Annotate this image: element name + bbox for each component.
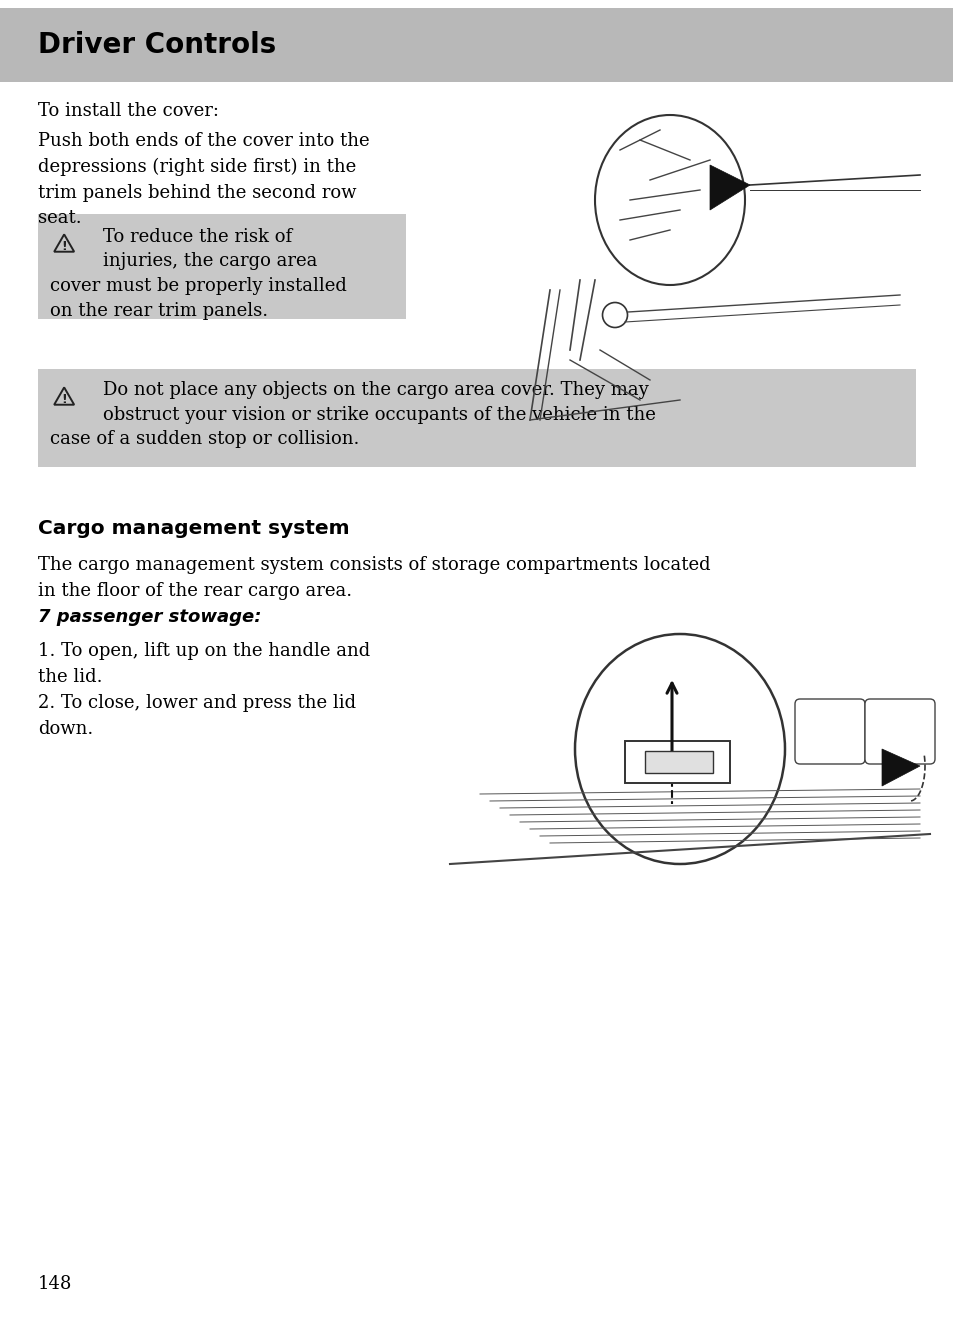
FancyBboxPatch shape bbox=[864, 699, 934, 764]
Text: cover must be properly installed: cover must be properly installed bbox=[51, 277, 347, 295]
Bar bbox=[38, 214, 406, 319]
Text: 7 passenger stowage:: 7 passenger stowage: bbox=[38, 608, 261, 626]
FancyBboxPatch shape bbox=[794, 699, 864, 764]
Text: 2. To close, lower and press the lid
down.: 2. To close, lower and press the lid dow… bbox=[38, 695, 355, 738]
Text: !: ! bbox=[61, 393, 67, 406]
Text: To reduce the risk of: To reduce the risk of bbox=[103, 228, 292, 246]
Text: case of a sudden stop or collision.: case of a sudden stop or collision. bbox=[51, 430, 359, 448]
Text: Driver Controls: Driver Controls bbox=[38, 32, 276, 59]
Text: injuries, the cargo area: injuries, the cargo area bbox=[103, 253, 317, 270]
Text: !: ! bbox=[61, 240, 67, 253]
Text: To install the cover:: To install the cover: bbox=[38, 101, 219, 120]
Bar bbox=[38, 369, 915, 467]
Text: Cargo management system: Cargo management system bbox=[38, 519, 350, 538]
Bar bbox=[0, 8, 953, 82]
Text: Push both ends of the cover into the
depressions (right side first) in the
trim : Push both ends of the cover into the dep… bbox=[38, 132, 370, 228]
Polygon shape bbox=[709, 165, 749, 210]
Bar bbox=[644, 751, 712, 772]
Bar bbox=[624, 741, 729, 783]
Text: The cargo management system consists of storage compartments located
in the floo: The cargo management system consists of … bbox=[38, 556, 710, 600]
Text: on the rear trim panels.: on the rear trim panels. bbox=[51, 302, 268, 319]
Polygon shape bbox=[882, 749, 919, 786]
Text: 148: 148 bbox=[38, 1275, 72, 1293]
Text: Do not place any objects on the cargo area cover. They may: Do not place any objects on the cargo ar… bbox=[103, 381, 648, 399]
Text: obstruct your vision or strike occupants of the vehicle in the: obstruct your vision or strike occupants… bbox=[103, 406, 656, 423]
Text: 1. To open, lift up on the handle and
the lid.: 1. To open, lift up on the handle and th… bbox=[38, 642, 370, 685]
